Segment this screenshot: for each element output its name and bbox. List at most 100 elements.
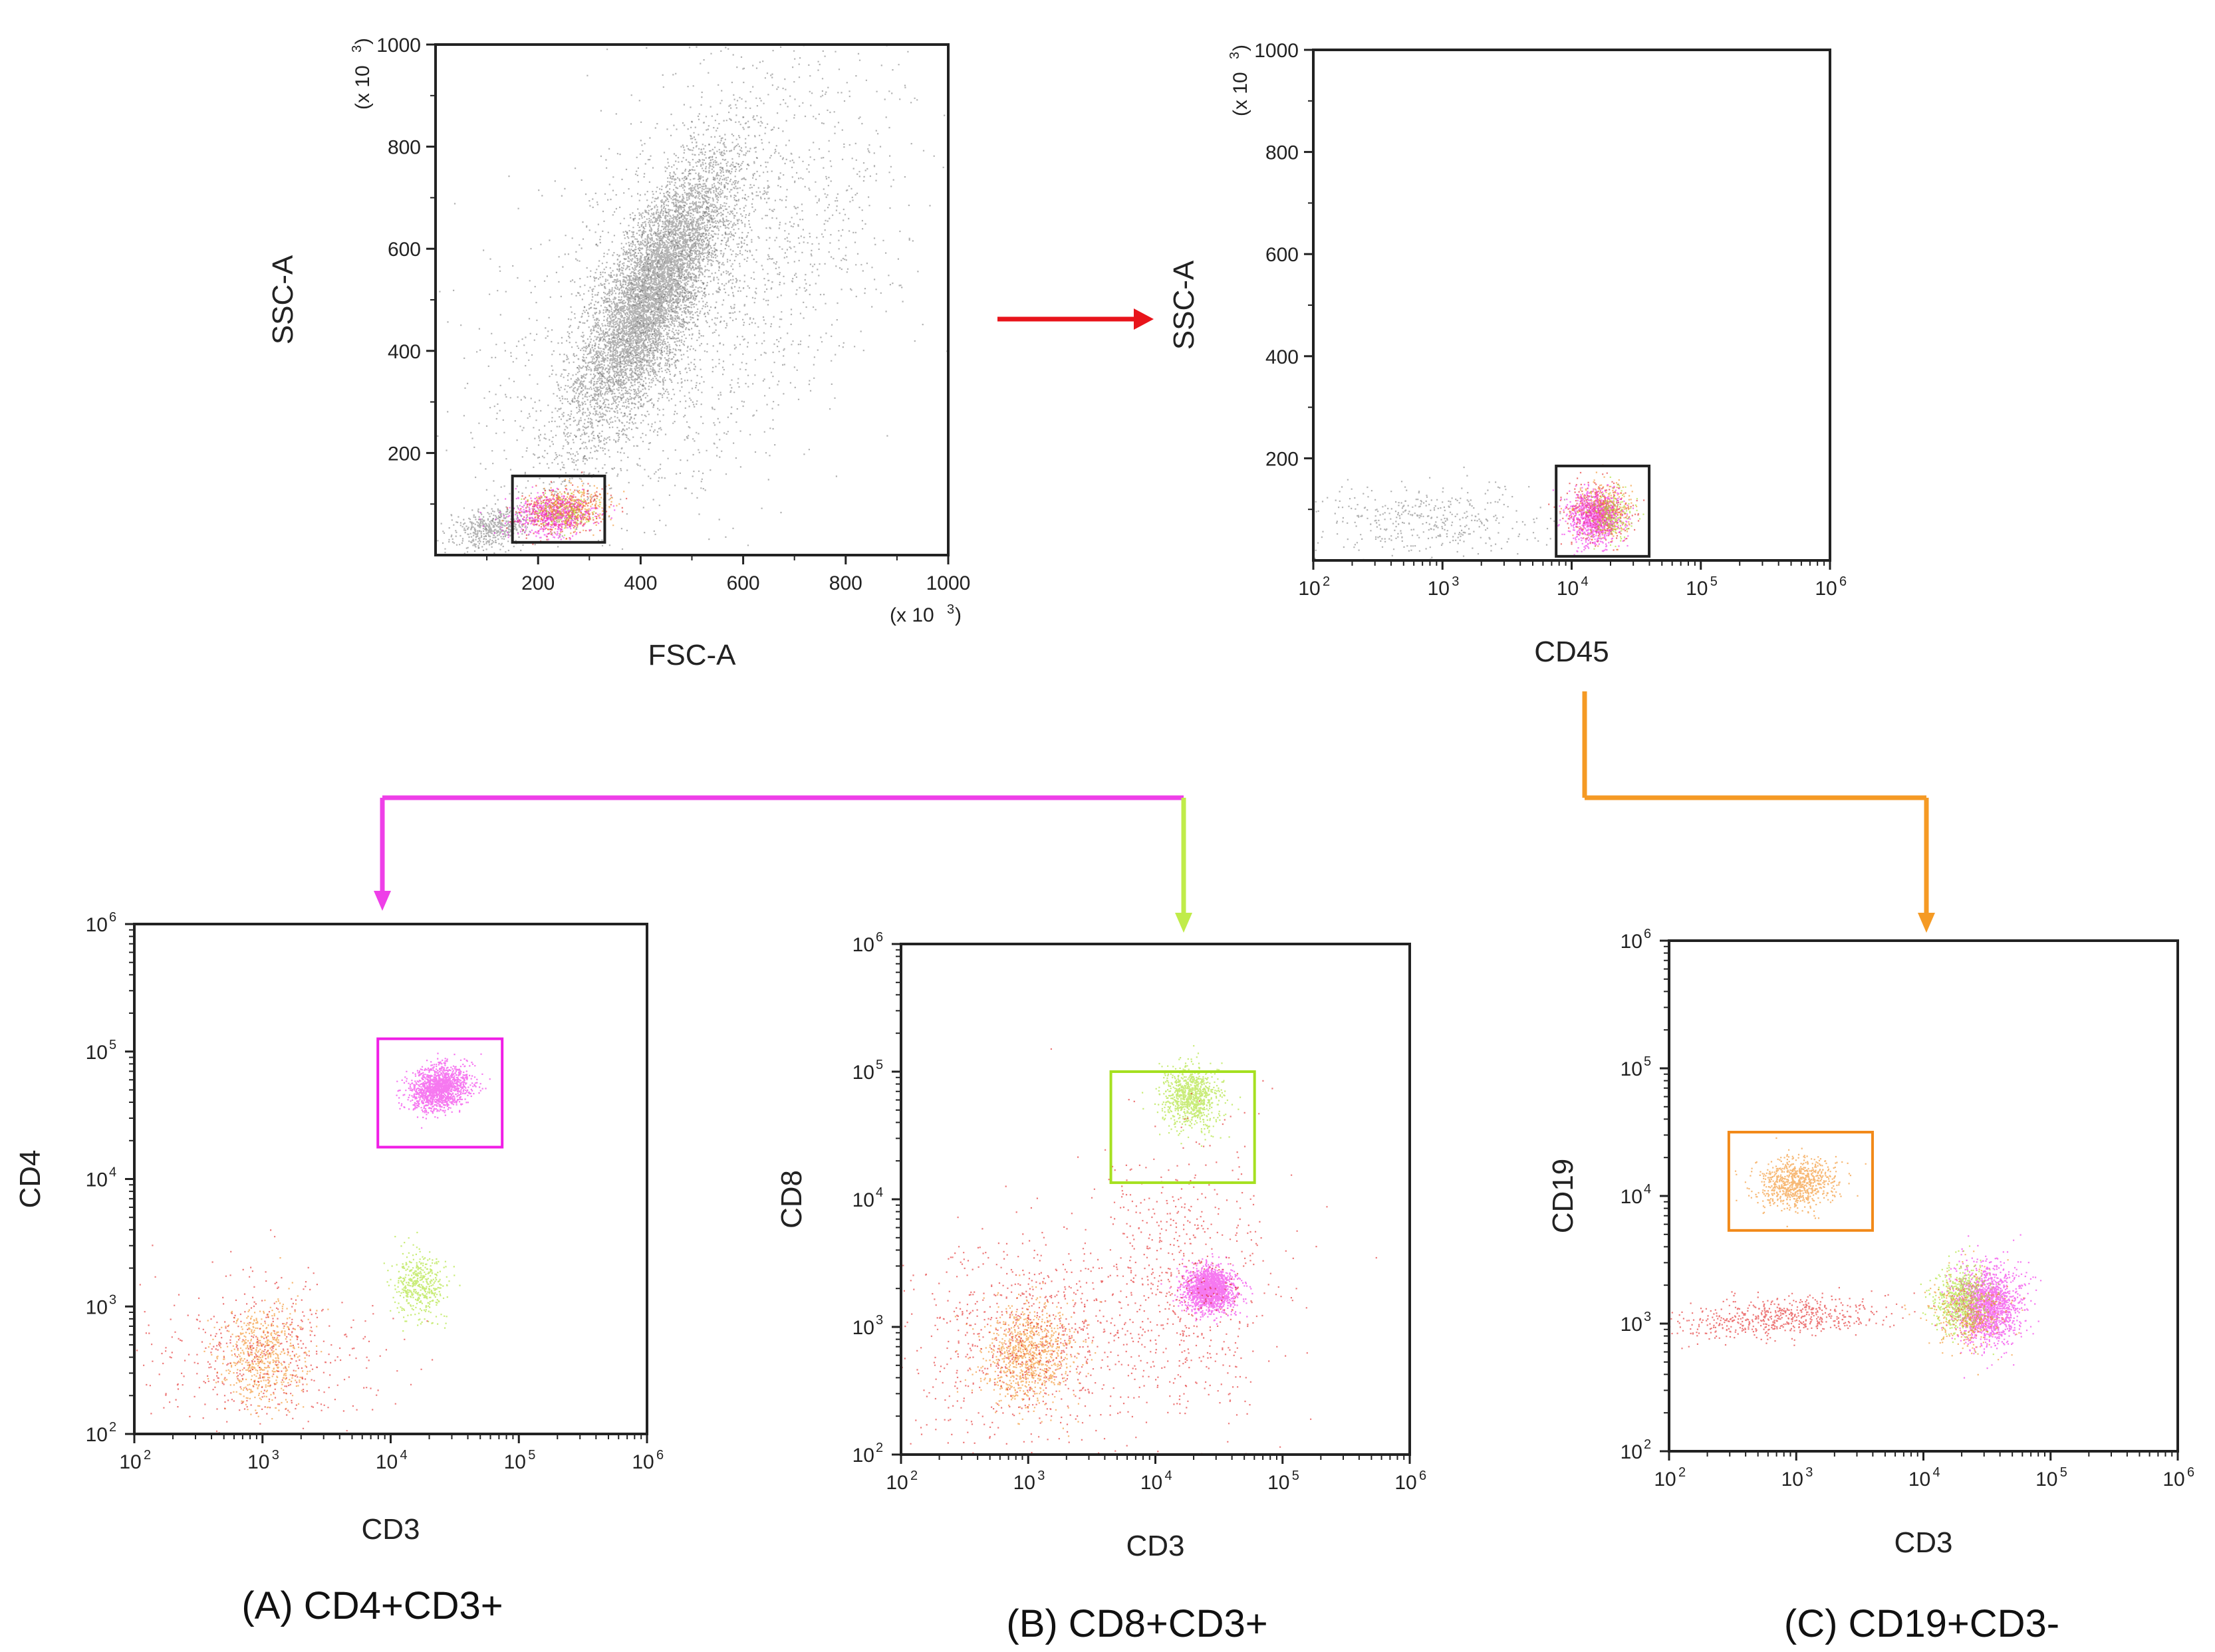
population-cd4-cd3	[396, 1052, 491, 1129]
y-tick-label: 400	[388, 341, 421, 363]
population-cd8-cd3	[383, 1231, 461, 1332]
y-tick-exponent: 3	[1644, 1310, 1651, 1324]
x-tick-label: 10	[1557, 578, 1579, 600]
x-tick-exponent: 4	[1933, 1465, 1940, 1480]
y-tick-label: 10	[852, 1189, 874, 1211]
scatter-points-pA	[136, 1052, 491, 1434]
scatter-points-pC	[1669, 1137, 2042, 1379]
y-axis-label: CD4	[14, 1149, 47, 1208]
y-tick-label: 800	[1265, 142, 1299, 164]
plot-pB: 10 2 10 3 10 4 10 5 10 610 210 310 410 510 6CD3CD8(B) …	[775, 930, 1426, 1645]
x-tick-exponent: 6	[2187, 1465, 2194, 1480]
x-tick-label: 10	[1140, 1472, 1162, 1494]
x-tick-exponent: 6	[1419, 1469, 1426, 1483]
scatter-points-pB	[901, 1045, 1377, 1455]
y-multiplier: (x 10 3)	[350, 38, 374, 110]
x-tick-exponent: 4	[1165, 1469, 1172, 1483]
scatter-points-p2	[1314, 464, 1645, 561]
x-axis-label: CD3	[1894, 1526, 1952, 1559]
x-multiplier-text: (x 10	[890, 604, 934, 626]
x-tick-label: 10	[1654, 1469, 1676, 1490]
population-debris	[437, 493, 571, 554]
y-axis-label: SSC-A	[267, 255, 299, 344]
gate-pA[interactable]	[376, 1037, 504, 1149]
x-tick-label: 10	[1267, 1472, 1289, 1494]
population-nk-red	[1669, 1286, 1935, 1350]
x-tick-label: 10	[1686, 578, 1708, 600]
x-tick-exponent: 3	[1037, 1469, 1045, 1483]
x-tick-exponent: 6	[656, 1448, 664, 1463]
x-tick-exponent: 2	[1678, 1465, 1686, 1480]
y-tick-label: 200	[1265, 448, 1299, 470]
x-tick-exponent: 3	[272, 1448, 279, 1463]
y-tick-exponent: 5	[1644, 1054, 1651, 1069]
x-tick-exponent: 2	[910, 1469, 918, 1483]
y-tick-label: 10	[852, 1062, 874, 1084]
population-b-cells	[203, 1257, 329, 1420]
x-tick-label: 10	[1394, 1472, 1416, 1494]
panel-caption-pC: (C) CD19+CD3-	[1784, 1602, 2059, 1645]
panel-caption-pB: (B) CD8+CD3+	[1006, 1602, 1267, 1645]
y-multiplier-exp: 3	[1228, 52, 1242, 59]
x-tick-label: 10	[1298, 578, 1320, 600]
y-tick-exponent: 6	[876, 930, 883, 945]
y-axis-label: CD19	[1547, 1159, 1579, 1234]
population-t-magenta	[1934, 1234, 2042, 1379]
x-tick-label: 1000	[926, 572, 971, 594]
x-tick-label: 800	[829, 572, 862, 594]
y-multiplier-close: )	[1230, 45, 1251, 51]
y-tick-label: 10	[86, 1424, 108, 1446]
x-tick-label: 10	[1781, 1469, 1803, 1490]
flow-arrowhead-B	[1175, 913, 1192, 933]
y-tick-label: 10	[1621, 1186, 1642, 1208]
gate-p2[interactable]	[1555, 464, 1651, 558]
plot-frame-pB	[900, 943, 1411, 1456]
x-tick-exponent: 5	[1710, 574, 1718, 589]
y-axis-label: SSC-A	[1168, 260, 1200, 350]
x-tick-label: 10	[504, 1451, 526, 1473]
x-tick-exponent: 3	[1452, 574, 1459, 589]
y-multiplier-text: (x 10	[1230, 72, 1251, 116]
plot-pC: 10 2 10 3 10 4 10 5 10 610 210 310 410 510 6CD3CD19(C)…	[1547, 927, 2194, 1645]
y-tick-exponent: 2	[109, 1420, 116, 1435]
x-multiplier-exp: 3	[947, 602, 954, 617]
y-tick-label: 10	[86, 1169, 108, 1191]
y-tick-label: 200	[388, 443, 421, 465]
y-tick-label: 10	[1621, 1058, 1642, 1080]
plot-frame-pC	[1668, 939, 2179, 1453]
plot-p1: 200 400 600 800 1000 200 400 600 800 1000 FSC-A SSC…	[267, 35, 970, 671]
population-cd45-magenta	[1552, 483, 1634, 556]
y-tick-exponent: 3	[109, 1292, 116, 1307]
x-tick-label: 10	[1013, 1472, 1035, 1494]
gate-pC[interactable]	[1727, 1131, 1874, 1232]
population-cd45-dim	[1314, 466, 1566, 561]
y-tick-exponent: 4	[109, 1165, 116, 1180]
population-cd8-cd3	[1142, 1045, 1241, 1147]
x-axis-label: FSC-A	[648, 639, 737, 671]
y-multiplier-text: (x 10	[352, 65, 374, 110]
gate-pB[interactable]	[1109, 1070, 1256, 1185]
flow-arrowhead-C	[1918, 913, 1935, 933]
x-axis-label: CD45	[1534, 636, 1609, 668]
x-tick-exponent: 5	[528, 1448, 535, 1463]
y-tick-label: 10	[1621, 1441, 1642, 1463]
x-axis-label: CD3	[361, 1513, 420, 1546]
y-tick-label: 10	[86, 1296, 108, 1318]
population-cd4-cd3	[1160, 1253, 1253, 1325]
y-tick-exponent: 4	[1644, 1182, 1651, 1197]
x-tick-label: 10	[247, 1451, 269, 1473]
x-tick-exponent: 5	[1292, 1469, 1299, 1483]
x-tick-label: 10	[119, 1451, 141, 1473]
plot-pA: 10 2 10 3 10 4 10 5 10 610 210 310 410 510 6CD3CD4(A) …	[14, 910, 664, 1627]
plot-frame-pA	[133, 923, 648, 1435]
y-tick-exponent: 2	[1644, 1437, 1651, 1452]
y-tick-label: 800	[388, 137, 421, 159]
gate-p1[interactable]	[511, 474, 606, 544]
x-tick-label: 10	[2162, 1469, 2184, 1490]
y-axis-label: CD8	[775, 1170, 808, 1229]
x-tick-exponent: 3	[1805, 1465, 1813, 1480]
flow-arrowhead-p2	[1134, 308, 1154, 330]
population-b-cells	[1734, 1137, 1867, 1228]
x-tick-label: 10	[1908, 1469, 1930, 1490]
y-tick-label: 10	[1621, 1314, 1642, 1336]
